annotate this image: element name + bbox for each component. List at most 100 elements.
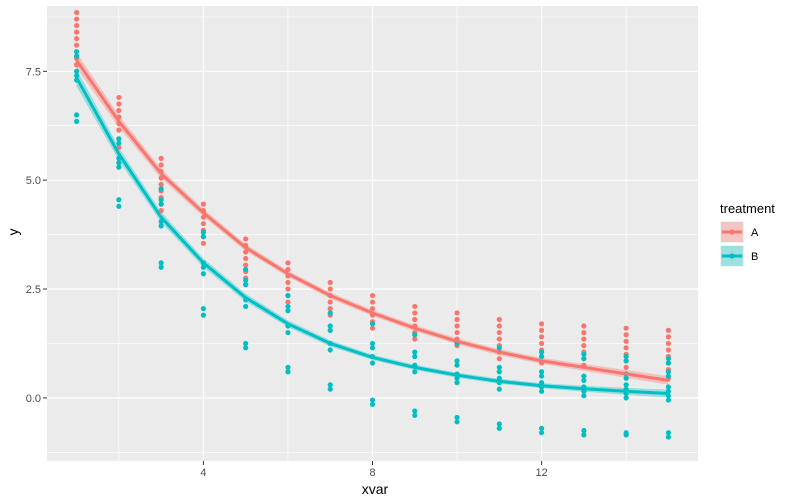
- point-B: [285, 308, 291, 314]
- point-B: [327, 323, 333, 329]
- legend-point-B: [729, 253, 735, 259]
- point-A: [538, 321, 545, 327]
- point-A: [623, 325, 629, 331]
- point-B: [285, 364, 291, 370]
- point-B: [665, 384, 672, 390]
- point-B: [581, 393, 587, 399]
- point-B: [369, 340, 376, 347]
- point-B: [200, 229, 207, 236]
- point-B: [665, 369, 672, 375]
- point-A: [496, 323, 502, 329]
- point-A: [116, 127, 122, 133]
- point-B: [285, 292, 291, 299]
- point-B: [412, 353, 418, 360]
- point-A: [285, 266, 291, 273]
- point-B: [116, 197, 122, 203]
- point-A: [581, 323, 587, 329]
- point-A: [243, 255, 249, 262]
- point-A: [285, 286, 291, 292]
- point-B: [285, 329, 291, 336]
- point-A: [538, 334, 545, 340]
- point-B: [496, 364, 502, 370]
- point-B: [538, 388, 545, 394]
- point-A: [73, 9, 80, 16]
- legend-label-B: B: [751, 251, 758, 263]
- point-B: [243, 282, 249, 288]
- point-B: [623, 375, 629, 381]
- point-B: [73, 49, 80, 55]
- point-B: [369, 321, 376, 327]
- point-A: [454, 329, 460, 336]
- point-B: [623, 358, 629, 364]
- point-B: [200, 312, 207, 318]
- point-B: [581, 377, 587, 384]
- y-tick-label: 2.5: [26, 284, 41, 296]
- point-A: [454, 323, 460, 329]
- point-A: [496, 329, 502, 336]
- point-A: [538, 327, 545, 333]
- point-A: [73, 29, 80, 35]
- major-gridlines: [47, 6, 698, 461]
- point-A: [116, 94, 122, 101]
- point-A: [665, 334, 672, 340]
- point-B: [285, 303, 291, 310]
- x-axis: 4 8 12: [200, 461, 548, 479]
- point-B: [369, 401, 376, 407]
- point-B: [327, 347, 333, 353]
- point-B: [581, 351, 587, 357]
- point-B: [538, 353, 545, 360]
- point-B: [412, 349, 418, 355]
- fit-line-B: [75, 76, 670, 395]
- point-A: [496, 316, 502, 323]
- point-B: [665, 397, 672, 403]
- point-A: [665, 347, 672, 353]
- point-A: [158, 208, 164, 214]
- x-axis-title: xvar: [362, 481, 389, 497]
- point-B: [243, 303, 249, 310]
- point-B: [412, 408, 418, 414]
- point-B: [581, 427, 587, 434]
- y-tick-label: 7.5: [26, 66, 41, 78]
- point-B: [158, 186, 164, 192]
- point-B: [454, 414, 460, 421]
- point-B: [73, 68, 80, 74]
- point-A: [200, 201, 207, 207]
- point-B: [665, 356, 672, 362]
- point-B: [369, 397, 376, 403]
- legend-title: treatment: [720, 201, 775, 216]
- point-B: [158, 223, 164, 229]
- point-A: [243, 249, 249, 255]
- point-B: [496, 386, 502, 392]
- point-B: [538, 369, 545, 375]
- point-B: [623, 395, 629, 401]
- point-B: [369, 360, 376, 366]
- point-A: [412, 336, 418, 342]
- point-B: [158, 197, 164, 203]
- point-A: [665, 340, 672, 347]
- point-A: [538, 340, 545, 347]
- point-B: [243, 340, 249, 347]
- point-B: [158, 264, 164, 270]
- point-B: [116, 203, 122, 209]
- point-A: [623, 345, 629, 351]
- point-B: [116, 140, 122, 146]
- point-B: [581, 356, 587, 362]
- point-B: [454, 419, 460, 425]
- x-tick-label: 12: [535, 467, 547, 479]
- point-A: [454, 316, 460, 323]
- point-B: [496, 345, 502, 351]
- point-A: [285, 299, 291, 305]
- point-B: [116, 136, 122, 142]
- point-B: [243, 266, 249, 273]
- point-B: [327, 327, 333, 333]
- point-B: [538, 349, 545, 355]
- point-B: [158, 201, 164, 207]
- point-B: [243, 277, 249, 283]
- point-B: [665, 360, 672, 366]
- point-B: [665, 373, 672, 379]
- point-A: [73, 36, 80, 42]
- fit-line-A: [75, 58, 670, 382]
- point-A: [158, 155, 164, 161]
- point-A: [454, 310, 460, 316]
- point-B: [73, 73, 80, 79]
